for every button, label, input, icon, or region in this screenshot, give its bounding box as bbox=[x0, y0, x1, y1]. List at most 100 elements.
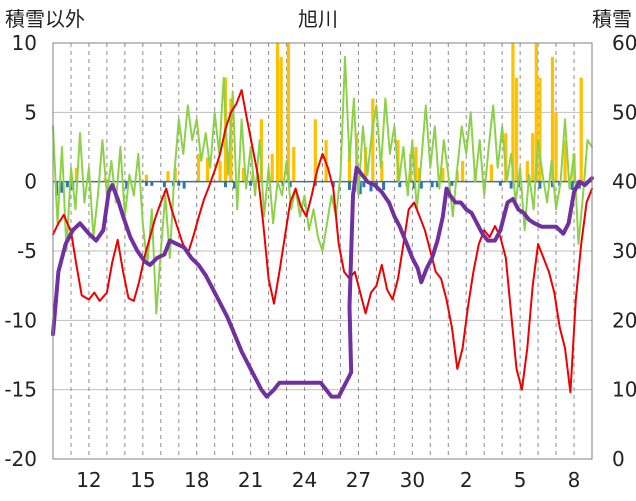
right-tick-label: 30 bbox=[612, 239, 636, 263]
snowfall-bar bbox=[563, 140, 567, 182]
snowfall-bar bbox=[196, 153, 201, 182]
snowfall-bar bbox=[205, 157, 210, 182]
precipitation-bar bbox=[450, 181, 454, 186]
right-tick-label: 10 bbox=[612, 378, 636, 402]
left-tick-label: 0 bbox=[24, 170, 37, 194]
snowfall-bar bbox=[279, 56, 283, 182]
snowfall-bar bbox=[414, 147, 418, 182]
precipitation-bar bbox=[550, 181, 554, 188]
right-tick-label: 50 bbox=[612, 100, 636, 124]
snowfall-bar bbox=[504, 133, 508, 182]
snowfall-bar bbox=[531, 133, 535, 182]
temperature-series bbox=[52, 89, 593, 394]
snowfall-bar bbox=[525, 160, 529, 182]
precipitation-bar bbox=[509, 181, 513, 189]
x-tick-label: 30 bbox=[400, 468, 425, 492]
precipitation-bar bbox=[249, 181, 253, 186]
precipitation-bar bbox=[347, 181, 351, 190]
precipitation-bar bbox=[288, 181, 292, 188]
snowfall-bar bbox=[166, 171, 170, 182]
precipitation-bar bbox=[412, 181, 416, 189]
snowfall-bar bbox=[275, 43, 280, 182]
precipitation-bar bbox=[144, 181, 148, 186]
precipitation-bar bbox=[369, 181, 373, 192]
precipitation-bar bbox=[419, 181, 423, 189]
left-axis-label: 積雪以外 bbox=[5, 7, 85, 31]
precipitation-bar bbox=[398, 181, 402, 188]
precipitation-bar bbox=[382, 181, 386, 190]
right-tick-label: 20 bbox=[612, 308, 636, 332]
snowfall-bar bbox=[347, 153, 352, 182]
precipitation-bar bbox=[162, 181, 166, 188]
snowfall-bar bbox=[441, 167, 445, 182]
precipitation-bar bbox=[182, 181, 186, 189]
precipitation-bar bbox=[150, 181, 154, 186]
x-tick-label: 18 bbox=[184, 468, 209, 492]
snowfall-bar bbox=[250, 174, 255, 182]
precipitation-bar bbox=[65, 181, 69, 188]
snowfall-bar bbox=[286, 43, 290, 182]
precipitation-bar bbox=[362, 181, 366, 188]
left-tick-label: 10 bbox=[12, 31, 37, 55]
snowfall-bar bbox=[538, 77, 542, 182]
snowfall-bar bbox=[380, 160, 384, 182]
precipitation-bar bbox=[125, 181, 129, 189]
left-tick-label: 5 bbox=[24, 100, 37, 124]
snowfall-bar bbox=[489, 164, 493, 182]
x-tick-label: 8 bbox=[568, 468, 581, 492]
snowfall-bar bbox=[218, 160, 222, 182]
precipitation-bar bbox=[223, 181, 227, 188]
x-tick-label: 5 bbox=[514, 468, 527, 492]
x-tick-label: 2 bbox=[460, 468, 473, 492]
snowfall-bar bbox=[259, 119, 264, 182]
snowfall-bar bbox=[270, 153, 274, 182]
snowfall-bar bbox=[550, 56, 555, 182]
precipitation-bar bbox=[313, 181, 317, 186]
snowfall-bar bbox=[241, 167, 246, 182]
precipitation-bar bbox=[538, 181, 542, 189]
snowfall-bar bbox=[554, 112, 558, 182]
x-tick-label: 27 bbox=[346, 468, 371, 492]
plot-frame bbox=[52, 42, 593, 460]
snowfall-bar bbox=[313, 119, 317, 182]
x-tick-label: 21 bbox=[238, 468, 263, 492]
chart-title: 旭川 bbox=[298, 7, 338, 31]
snowfall-bar bbox=[579, 77, 583, 182]
snowfall-bar bbox=[371, 98, 375, 182]
snowfall-bar bbox=[534, 43, 538, 182]
precipitation-bar bbox=[435, 181, 439, 188]
x-tick-label: 12 bbox=[76, 468, 101, 492]
right-axis-label: 積雪 bbox=[592, 7, 632, 31]
left-tick-label: -20 bbox=[4, 447, 37, 471]
left-tick-label: -15 bbox=[4, 378, 37, 402]
x-tick-label: 15 bbox=[130, 468, 155, 492]
right-tick-label: 40 bbox=[612, 170, 636, 194]
precipitation-bar bbox=[358, 181, 362, 195]
left-tick-label: -5 bbox=[17, 239, 37, 263]
plot-border bbox=[52, 42, 593, 460]
snowfall-bar bbox=[461, 160, 465, 182]
precipitation-bar bbox=[331, 181, 335, 188]
precipitation-bar bbox=[60, 181, 64, 193]
snow-depth-series bbox=[51, 165, 594, 399]
snowfall-bar bbox=[292, 147, 296, 182]
x-tick-label: 24 bbox=[292, 468, 317, 492]
precipitation-bar bbox=[232, 181, 236, 189]
temperature-line bbox=[52, 89, 593, 394]
right-tick-label: 0 bbox=[612, 447, 625, 471]
snow-depth-line bbox=[51, 165, 594, 399]
snowfall-bar bbox=[74, 167, 78, 182]
precipitation-bar bbox=[177, 181, 181, 186]
precipitation-bar bbox=[570, 181, 574, 190]
precipitation-bar bbox=[498, 181, 502, 186]
left-tick-label: -10 bbox=[4, 308, 37, 332]
precipitation-bar bbox=[430, 181, 434, 188]
sunshine-series bbox=[52, 55, 593, 315]
sunshine-line bbox=[52, 55, 593, 315]
snowfall-bar bbox=[514, 77, 519, 182]
snowfall-bar bbox=[511, 43, 515, 182]
snowfall-bar bbox=[144, 174, 149, 182]
right-tick-label: 60 bbox=[612, 31, 636, 55]
